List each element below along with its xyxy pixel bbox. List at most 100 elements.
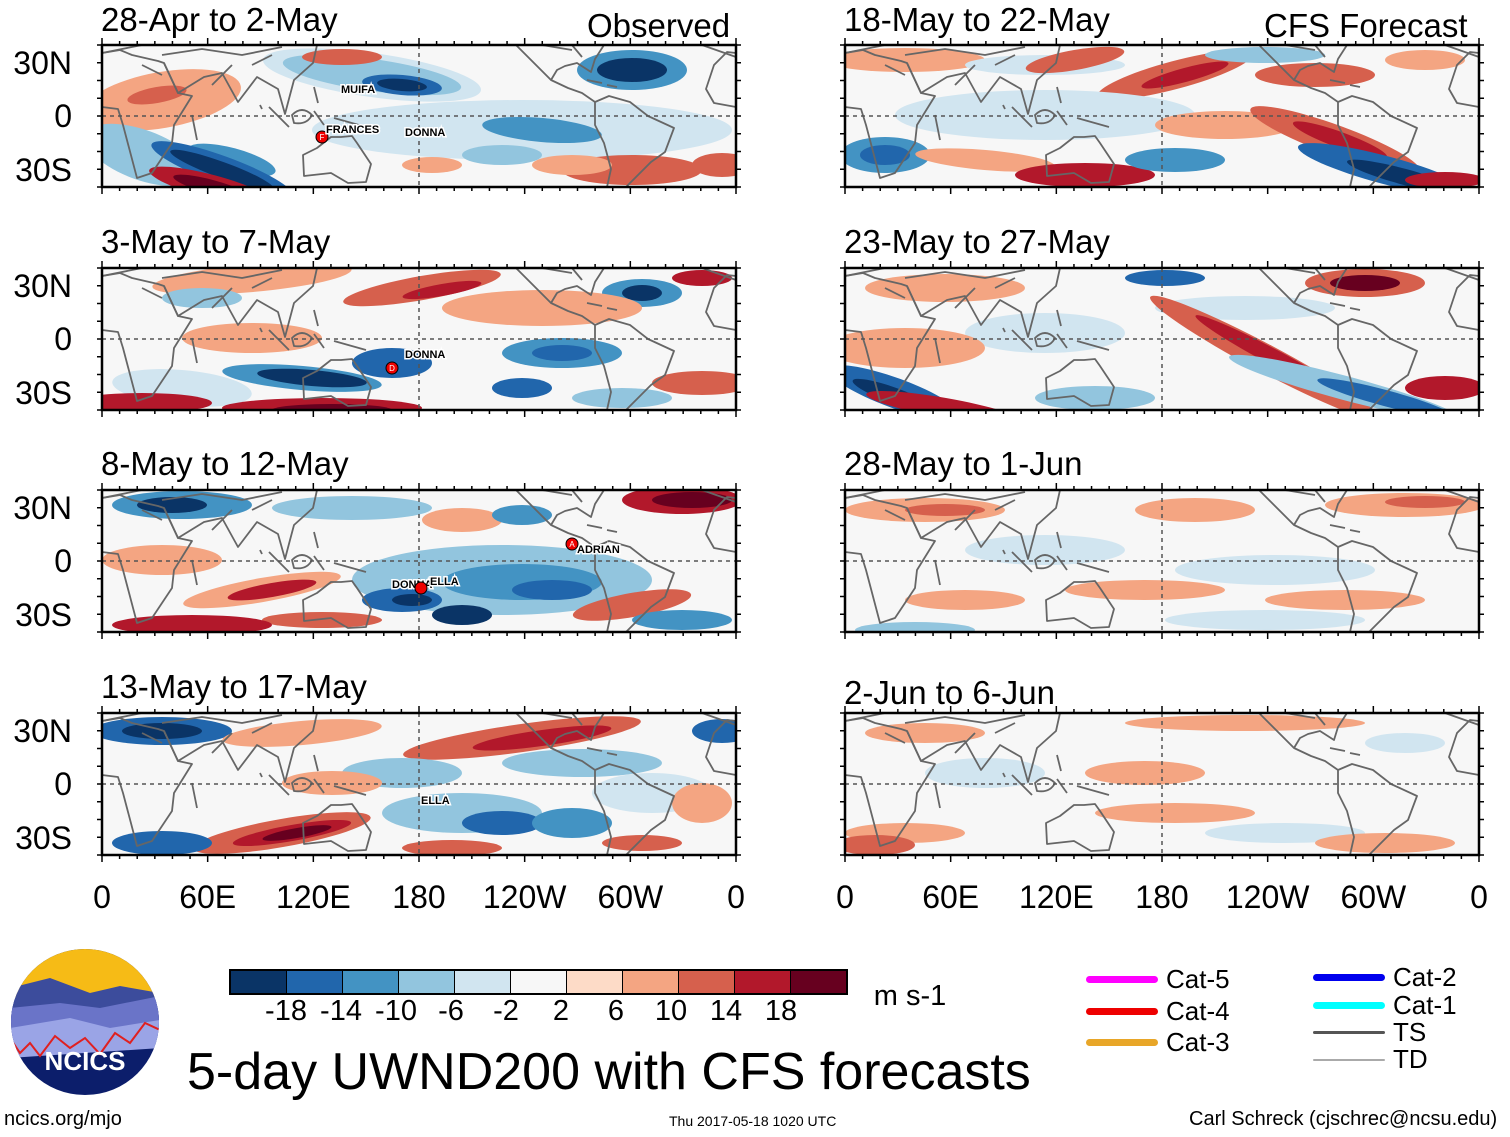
map-panel (840, 261, 1484, 417)
legend-item: Cat-2 (1313, 962, 1457, 993)
anomaly-contour (227, 579, 317, 601)
anomaly-contour (302, 49, 382, 65)
storm-label: DONNA (405, 127, 445, 139)
legend-item: TD (1313, 1044, 1428, 1075)
legend-label: Cat-5 (1166, 964, 1230, 994)
legend-line-icon (1313, 1031, 1385, 1034)
anomaly-contour (905, 590, 1025, 610)
ncics-logo: NCICS (11, 949, 159, 1095)
colorbar-swatch (567, 971, 623, 993)
colorbar-swatch (679, 971, 735, 993)
lon-label: 120E (1018, 879, 1094, 915)
map-panel (840, 706, 1484, 862)
anomaly-contour (432, 605, 492, 625)
anomaly-contour (925, 758, 1045, 788)
anomaly-contour (173, 174, 251, 187)
lon-label: 120W (482, 879, 567, 915)
anomaly-contour (262, 825, 332, 841)
colorbar-label: 14 (709, 995, 743, 1027)
anomaly-contour (402, 157, 462, 173)
panel-title: 28-May to 1-Jun (844, 445, 1083, 482)
lon-label: 60W (1340, 879, 1407, 915)
main-title: 5-day UWND200 with CFS forecasts (187, 1043, 1031, 1101)
anomaly-contour (572, 589, 692, 621)
anomaly-contour (102, 545, 222, 575)
storm-marker (315, 130, 329, 144)
anomaly-contour (137, 497, 207, 513)
colorbar-label: -18 (265, 995, 307, 1027)
anomaly-contour (1365, 733, 1445, 753)
anomaly-contour (572, 388, 672, 408)
anomaly-contour (1317, 378, 1453, 410)
anomaly-contour (866, 390, 1024, 410)
legend-item: Cat-5 (1086, 964, 1230, 995)
legend-item: Cat-1 (1313, 990, 1457, 1021)
legend-item: Cat-4 (1086, 996, 1230, 1027)
anomaly-contour (422, 508, 502, 532)
anomaly-contour (152, 268, 352, 295)
footer-timestamp: Thu 2017-05-18 1020 UTC (669, 1113, 837, 1129)
anomaly-contour (1205, 47, 1325, 63)
lon-label: 0 (93, 879, 111, 915)
anomaly-contour (1255, 63, 1375, 87)
anomaly-contour (462, 145, 542, 165)
legend-label: Cat-2 (1393, 962, 1457, 992)
colorbar-label: -2 (493, 995, 519, 1027)
anomaly-contour (532, 155, 612, 175)
anomaly-contour (222, 719, 382, 747)
anomaly-contour (1265, 590, 1425, 610)
lat-label: 0 (54, 321, 72, 357)
map-panel (840, 483, 1484, 639)
legend-label: Cat-1 (1393, 990, 1457, 1020)
lon-label: 0 (836, 879, 854, 915)
panel-title: 13-May to 17-May (101, 668, 367, 705)
storm-marker (385, 361, 399, 375)
colorbar-swatch (791, 971, 846, 993)
panel-title: 23-May to 27-May (844, 223, 1110, 260)
anomaly-contour (127, 85, 187, 105)
anomaly-contour (1141, 61, 1229, 89)
anomaly-contour (652, 492, 732, 508)
anomaly-contour (492, 378, 552, 398)
anomaly-contour (965, 535, 1125, 565)
lon-label: 0 (1470, 879, 1488, 915)
lon-label: 180 (1135, 879, 1189, 915)
storm-marker-letter: F (320, 133, 325, 142)
panel-title: 18-May to 22-May (844, 1, 1110, 38)
anomaly-contour (672, 783, 732, 823)
lat-label: 30N (13, 713, 72, 749)
colorbar-swatch (287, 971, 343, 993)
anomaly-contour (1125, 715, 1365, 731)
colorbar-swatch (735, 971, 791, 993)
map-panel: A ADRIAN DONNA ELLA (97, 483, 741, 639)
anomaly-contour (462, 811, 542, 835)
map-panel (840, 38, 1484, 194)
lon-label: 120E (275, 879, 351, 915)
legend-line-icon (1313, 974, 1385, 981)
anomaly-contour (1025, 46, 1125, 74)
lat-label: 30S (15, 820, 72, 856)
anomaly-contour (597, 58, 667, 82)
anomaly-contour (905, 504, 985, 516)
lon-label: 60E (922, 879, 980, 915)
anomaly-contour (492, 505, 552, 525)
colorbar-label: 10 (654, 995, 688, 1027)
anomaly-contour (1065, 580, 1225, 600)
legend-label: TD (1393, 1044, 1428, 1074)
legend-line-icon (1086, 976, 1158, 983)
lat-label: 0 (54, 98, 72, 134)
anomaly-contour (402, 840, 502, 855)
storm-label: MUIFA (341, 84, 375, 96)
lon-label: 180 (392, 879, 446, 915)
lat-label: 30N (13, 45, 72, 81)
map-panel: MUIFA F FRANCES DONNA (97, 38, 741, 194)
colorbar-label: 18 (764, 995, 798, 1027)
storm-marker (565, 537, 579, 551)
anomaly-contour (1385, 496, 1465, 508)
anomaly-contour (845, 835, 915, 855)
anomaly-contour (512, 580, 592, 600)
lon-label: 60W (597, 879, 664, 915)
panel-title: 8-May to 12-May (101, 445, 349, 482)
footer-url[interactable]: ncics.org/mjo (4, 1108, 122, 1130)
legend-item: TS (1313, 1017, 1426, 1048)
